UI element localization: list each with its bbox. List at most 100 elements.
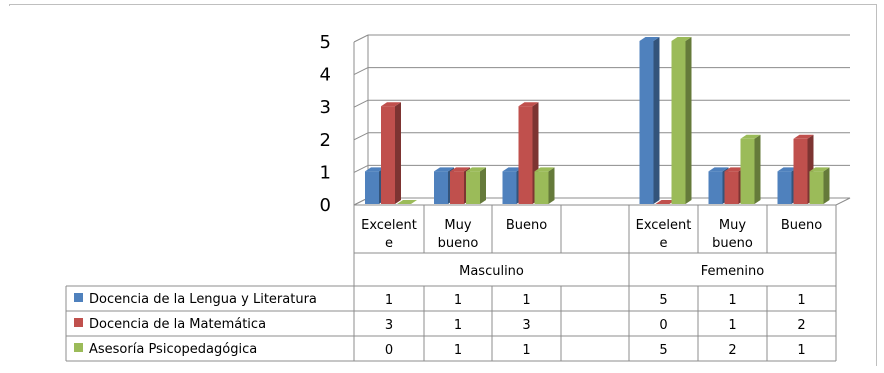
data-table-value: 1 bbox=[522, 343, 530, 358]
bar-top bbox=[671, 37, 692, 41]
bar-top bbox=[724, 167, 745, 172]
bar-side bbox=[395, 102, 401, 204]
bar-front bbox=[639, 41, 654, 204]
data-table-value: 1 bbox=[454, 293, 462, 308]
y-tick-label: 5 bbox=[320, 32, 331, 53]
bar-front bbox=[671, 41, 686, 204]
bar-side bbox=[685, 37, 692, 204]
data-table-value: 1 bbox=[797, 343, 805, 358]
data-table-value: 1 bbox=[522, 293, 530, 308]
data-table-value: 5 bbox=[659, 343, 667, 358]
legend-key bbox=[74, 293, 83, 302]
bar bbox=[793, 134, 814, 204]
category-label: Bueno bbox=[506, 218, 547, 233]
bar-side bbox=[754, 134, 761, 204]
gridline-depth bbox=[353, 67, 369, 76]
bar-front bbox=[466, 171, 480, 204]
category-label: Muy bbox=[444, 218, 471, 233]
bar-side bbox=[653, 37, 660, 204]
data-table-value: 1 bbox=[728, 293, 736, 308]
bar-side bbox=[823, 167, 830, 204]
data-table-value: 2 bbox=[797, 318, 805, 333]
chart-floor bbox=[353, 197, 851, 206]
data-table-value: 0 bbox=[659, 318, 667, 333]
bar-front bbox=[777, 171, 792, 204]
bar bbox=[397, 200, 417, 204]
gridline-depth bbox=[353, 164, 369, 173]
bar-top bbox=[708, 167, 729, 172]
bar bbox=[466, 167, 486, 204]
gridline-depth bbox=[353, 99, 369, 108]
legend-label: Asesoría Psicopedagógica bbox=[89, 342, 257, 357]
bar-top bbox=[434, 167, 454, 172]
group-label: Masculino bbox=[459, 264, 524, 279]
legend-label: Docencia de la Matemática bbox=[89, 317, 266, 332]
gridline-depth bbox=[353, 34, 369, 43]
y-tick-label: 3 bbox=[320, 97, 331, 118]
bar-front bbox=[381, 106, 395, 204]
bar-front bbox=[809, 171, 824, 204]
bar-top bbox=[639, 37, 660, 41]
group-label: Femenino bbox=[701, 264, 765, 279]
bar bbox=[740, 134, 761, 204]
bar bbox=[809, 167, 830, 204]
bar bbox=[639, 37, 660, 204]
bar bbox=[671, 37, 692, 204]
legend-key bbox=[74, 343, 83, 352]
data-table-value: 0 bbox=[385, 343, 393, 358]
category-label: Excelent bbox=[636, 218, 692, 233]
bar-top bbox=[534, 167, 555, 172]
legend-label: Docencia de la Lengua y Literatura bbox=[89, 292, 317, 307]
bar-front bbox=[502, 171, 517, 204]
data-table-value: 2 bbox=[728, 343, 736, 358]
y-tick-label: 2 bbox=[320, 130, 331, 151]
category-label: bueno bbox=[712, 236, 753, 251]
bar-front bbox=[365, 171, 379, 204]
bar bbox=[655, 200, 676, 204]
bar-top bbox=[365, 167, 385, 172]
legend-key bbox=[74, 318, 83, 327]
bar-front bbox=[708, 171, 723, 204]
bar-top bbox=[381, 102, 401, 107]
bar-front bbox=[724, 171, 739, 204]
bar-front bbox=[740, 138, 755, 204]
bar-top bbox=[450, 167, 470, 172]
data-table-value: 5 bbox=[659, 293, 667, 308]
y-tick-label: 0 bbox=[320, 195, 331, 216]
chart-frame bbox=[9, 4, 877, 366]
category-label: Bueno bbox=[781, 218, 822, 233]
bar-top bbox=[809, 167, 830, 172]
data-table-value: 1 bbox=[385, 293, 393, 308]
bar-top bbox=[740, 134, 761, 139]
data-table-value: 1 bbox=[454, 343, 462, 358]
bar bbox=[381, 102, 401, 204]
category-label: bueno bbox=[438, 236, 479, 251]
bar-front bbox=[534, 171, 549, 204]
bar-side bbox=[548, 167, 555, 204]
bar-front bbox=[518, 106, 533, 204]
y-tick-label: 4 bbox=[320, 65, 331, 86]
data-table-value: 1 bbox=[728, 318, 736, 333]
category-label: e bbox=[660, 236, 668, 251]
bar-top bbox=[655, 200, 676, 204]
data-table-value: 3 bbox=[385, 318, 393, 333]
bar bbox=[534, 167, 555, 204]
category-label: Muy bbox=[719, 218, 746, 233]
bar-front bbox=[450, 171, 464, 204]
data-table-value: 3 bbox=[522, 318, 530, 333]
bar-front bbox=[793, 138, 808, 204]
y-tick-label: 1 bbox=[320, 162, 331, 183]
bar-top bbox=[518, 102, 539, 107]
data-table-value: 1 bbox=[797, 293, 805, 308]
bar-front bbox=[434, 171, 448, 204]
category-label: Excelent bbox=[361, 218, 417, 233]
bar-top bbox=[502, 167, 523, 172]
bar-top bbox=[466, 167, 486, 172]
category-label: e bbox=[385, 236, 393, 251]
bar-top bbox=[777, 167, 798, 172]
bar-top bbox=[397, 200, 417, 204]
frame-left-rule bbox=[9, 4, 10, 6]
data-table-value: 1 bbox=[454, 318, 462, 333]
bar-side bbox=[480, 167, 486, 204]
